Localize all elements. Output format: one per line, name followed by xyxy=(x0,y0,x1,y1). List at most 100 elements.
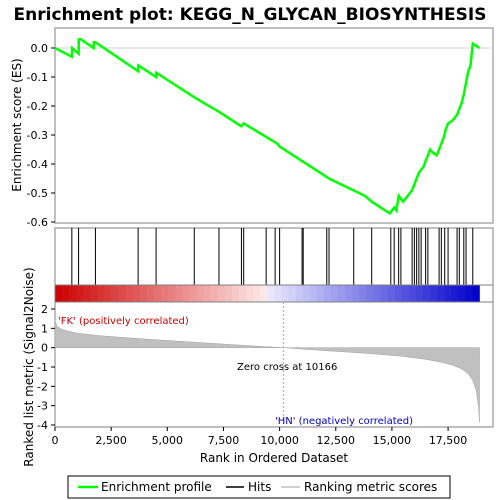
legend-frame xyxy=(67,475,451,499)
color-bar-segment xyxy=(288,285,296,302)
es-plot-area xyxy=(54,27,494,224)
color-bar-segment xyxy=(76,285,84,302)
x-tick-label: 0 xyxy=(52,434,59,447)
zero-cross-label: Zero cross at 10166 xyxy=(237,362,337,373)
ranking-metric-area xyxy=(54,320,480,423)
color-bar-segment xyxy=(352,285,360,302)
es-y-tick-label: -0.1 xyxy=(27,71,48,84)
color-bar-segment xyxy=(330,285,339,302)
metric-plot-area xyxy=(54,301,494,428)
color-bar-segment xyxy=(323,285,332,302)
es-y-tick-label: -0.4 xyxy=(27,158,48,171)
color-bar-segment xyxy=(408,285,417,302)
color-bar-segment xyxy=(168,285,176,302)
color-bar-segment xyxy=(429,285,438,302)
metric-y-tick-label: -4 xyxy=(37,419,48,432)
color-bar-segment xyxy=(458,285,466,302)
color-bar-segment xyxy=(387,285,395,302)
color-bar-segment xyxy=(401,285,410,302)
color-bar-segment xyxy=(154,285,162,302)
es-y-tick-label: -0.6 xyxy=(27,216,48,229)
color-bar-segment xyxy=(210,285,219,302)
color-bar-segment xyxy=(394,285,402,302)
x-tick-label: 12,500 xyxy=(317,434,356,447)
color-bar-segment xyxy=(139,285,148,302)
color-bar-segment xyxy=(422,285,431,302)
metric-y-tick-label: 0 xyxy=(41,342,48,355)
positive-correlation-label: 'FK' (positively correlated) xyxy=(58,316,189,327)
color-bar-segment xyxy=(55,285,63,302)
color-bar-segment xyxy=(437,285,445,302)
color-bar-segment xyxy=(444,285,452,302)
color-bar-segment xyxy=(359,285,367,302)
x-tick-label: 7,500 xyxy=(208,434,240,447)
color-bar-segment xyxy=(338,285,346,302)
color-bar-segment xyxy=(97,285,105,302)
color-bar-segment xyxy=(203,285,211,302)
es-y-tick-label: -0.3 xyxy=(27,129,48,142)
metric-y-tick-label: -3 xyxy=(37,400,48,413)
hits-area xyxy=(54,227,494,286)
color-bar-segment xyxy=(104,285,112,302)
color-bar-segment xyxy=(125,285,134,302)
x-tick-label: 10,000 xyxy=(260,434,299,447)
x-axis-label: Rank in Ordered Dataset xyxy=(200,451,348,465)
color-bar-segment xyxy=(132,285,141,302)
color-bar-segment xyxy=(182,285,190,302)
color-bar-segment xyxy=(281,285,289,302)
es-y-tick-label: 0.0 xyxy=(31,42,49,55)
metric-y-tick-label: -2 xyxy=(37,380,48,393)
enrichment-profile-line xyxy=(54,38,481,215)
legend-label-hits: Hits xyxy=(248,480,271,494)
color-bar-segment xyxy=(309,285,318,302)
color-bar-segment xyxy=(217,285,226,302)
color-bar-segment xyxy=(267,285,275,302)
negative-correlation-label: 'HN' (negatively correlated) xyxy=(275,416,413,427)
color-bar-segment xyxy=(83,285,91,302)
color-bar-segment xyxy=(90,285,98,302)
color-bar-segment xyxy=(238,285,247,302)
metric-y-tick-label: 2 xyxy=(41,303,48,316)
color-bar-segment xyxy=(316,285,325,302)
hits-panel xyxy=(54,227,494,303)
color-bar-segment xyxy=(302,285,311,302)
color-bar-segment xyxy=(295,285,303,302)
ranked-metric-panel: 2 1 0 -1 -2 -3 -4 0 2,500 5,000 7,500 10,000 12,500… xyxy=(22,267,494,467)
color-bar-segment xyxy=(231,285,240,302)
color-bar-segment xyxy=(111,285,119,302)
x-tick-label: 17,500 xyxy=(429,434,468,447)
color-bar-segment xyxy=(274,285,282,302)
color-bar-segment xyxy=(373,285,381,302)
color-bar-segment xyxy=(118,285,127,302)
color-bar-segment xyxy=(196,285,204,302)
color-bar-segment xyxy=(260,285,268,302)
color-bar-segment xyxy=(345,285,353,302)
color-bar-segment xyxy=(253,285,261,302)
color-bar-segment xyxy=(224,285,233,302)
x-tick-label: 2,500 xyxy=(95,434,127,447)
color-bar-segment xyxy=(175,285,183,302)
color-bar-segment xyxy=(472,285,480,302)
color-bar-segment xyxy=(366,285,374,302)
color-bar-segment xyxy=(451,285,459,302)
color-bar-segment xyxy=(246,285,254,302)
es-y-axis-label: Enrichment score (ES) xyxy=(10,58,24,191)
enrichment-score-panel: 0.0 -0.1 -0.2 -0.3 -0.4 -0.5 -0.6 Enrichment s… xyxy=(10,27,494,229)
color-bar-segment xyxy=(189,285,197,302)
chart-title: Enrichment plot: KEGG_N_GLYCAN_BIOSYNTHE… xyxy=(14,5,487,25)
color-bar-segment xyxy=(69,285,77,302)
es-y-tick-label: -0.2 xyxy=(27,100,48,113)
color-bar-segment xyxy=(161,285,169,302)
metric-y-tick-label: -1 xyxy=(37,361,48,374)
legend: Enrichment profile Hits Ranking metric s… xyxy=(67,475,451,499)
color-bar-segment xyxy=(465,285,473,302)
x-tick-label: 15,000 xyxy=(373,434,412,447)
color-bar-segment xyxy=(62,285,70,302)
es-y-tick-label: -0.5 xyxy=(27,187,48,200)
color-bar-segment xyxy=(146,285,155,302)
legend-label-enrichment-profile: Enrichment profile xyxy=(101,480,212,494)
metric-y-tick-label: 1 xyxy=(41,322,48,335)
color-bar-segment xyxy=(415,285,424,302)
legend-label-ranking-metric: Ranking metric scores xyxy=(304,480,437,494)
